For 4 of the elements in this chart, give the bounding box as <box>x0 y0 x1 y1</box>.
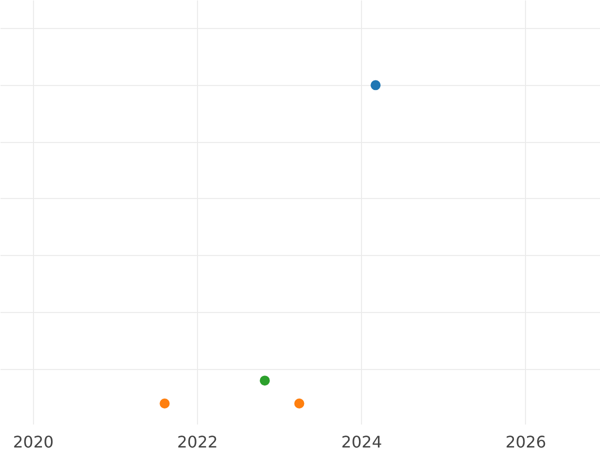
x-tick-label: 2020 <box>12 432 54 450</box>
x-tick-label: 2026 <box>505 432 546 450</box>
x-tick-label: 2024 <box>341 432 382 450</box>
x-tick-label: 2022 <box>177 432 218 450</box>
